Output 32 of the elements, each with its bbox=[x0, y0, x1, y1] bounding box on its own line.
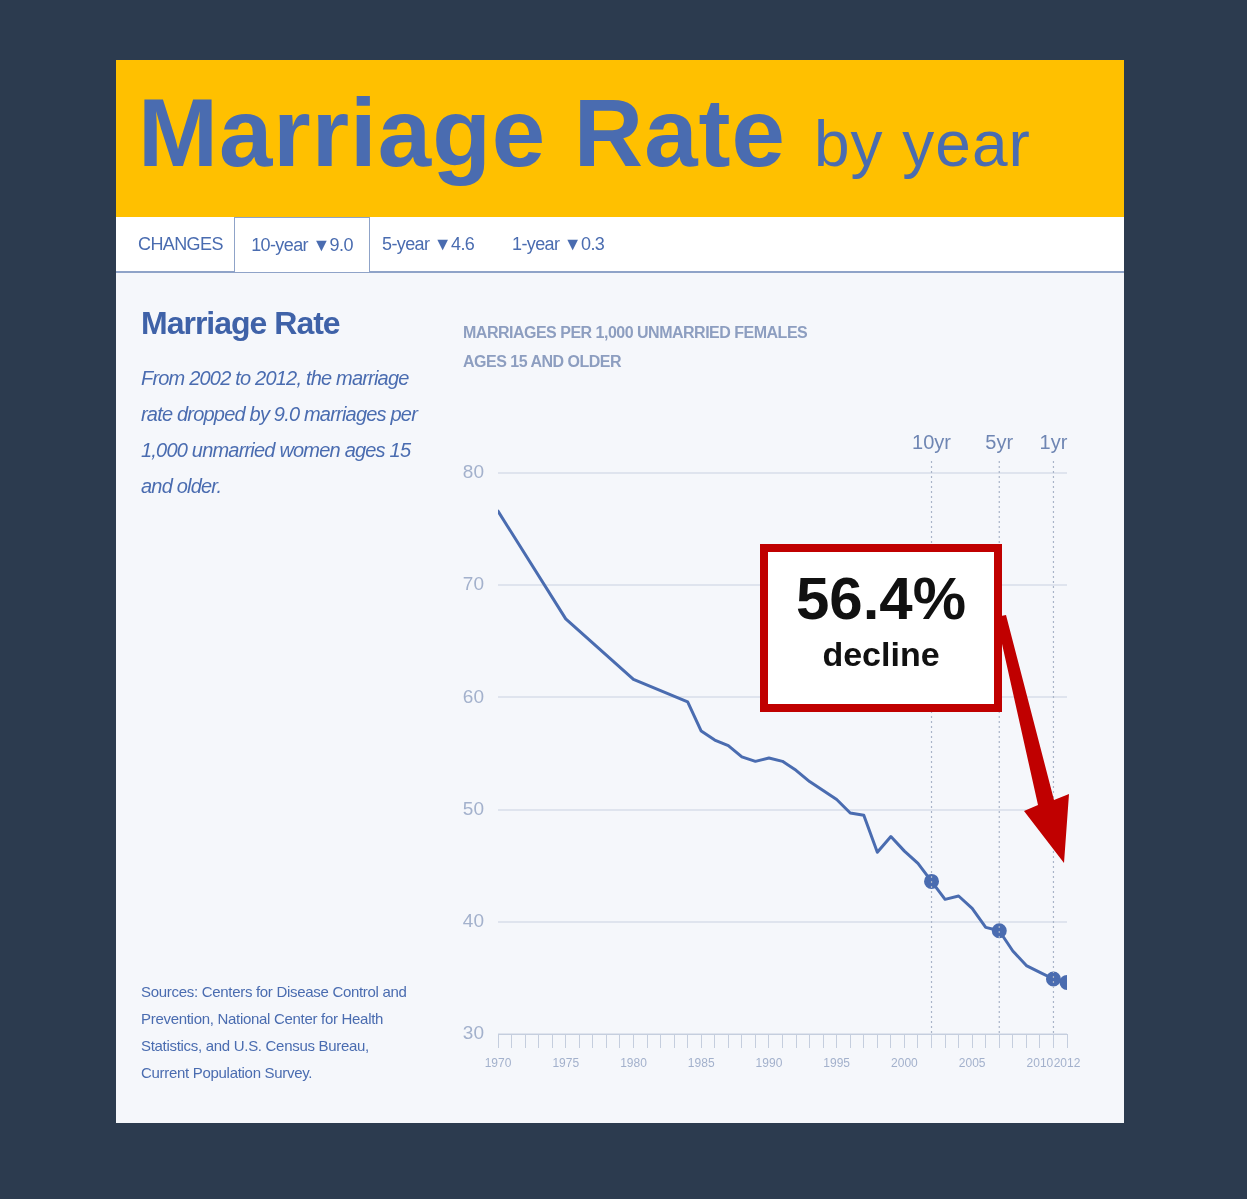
x-tick-label: 1980 bbox=[620, 1055, 648, 1070]
x-tick-label: 2012 bbox=[1053, 1055, 1081, 1070]
callout-box: 56.4% decline bbox=[760, 544, 1002, 712]
ref-line-label: 5yr bbox=[985, 430, 1014, 453]
y-tick-label: 70 bbox=[462, 573, 484, 595]
ref-line-label: 10yr bbox=[912, 430, 952, 453]
y-tick-label: 80 bbox=[462, 461, 484, 483]
x-tick-label: 2000 bbox=[891, 1055, 919, 1070]
x-tick-label: 1995 bbox=[823, 1055, 851, 1070]
text: 10-year ▼9.0 bbox=[234, 217, 370, 272]
y-tick-label: 60 bbox=[462, 685, 484, 707]
text: 5-year ▼4.6 bbox=[382, 233, 475, 256]
text: MARRIAGES PER 1,000 UNMARRIED FEMALES AGES 15 AND OLDER bbox=[463, 323, 809, 372]
chart-subtitle: by year bbox=[813, 108, 1031, 180]
text: 1-year ▼0.3 bbox=[512, 233, 605, 256]
text: From 2002 to 2012, the marriage rate dropped by 9.0 marriages per 1,000 unmarried women ages 15 and older. bbox=[141, 366, 420, 499]
x-tick-label: 2010 bbox=[1026, 1055, 1054, 1070]
x-tick-label: 1985 bbox=[687, 1055, 715, 1070]
x-tick-label: 1970 bbox=[484, 1055, 512, 1070]
text: CHANGES bbox=[138, 233, 223, 256]
ref-line-label: 1yr bbox=[1039, 430, 1068, 453]
annotation: decline bbox=[821, 634, 941, 675]
x-tick-label: 1975 bbox=[552, 1055, 580, 1070]
chart-title: Marriage Rate bbox=[138, 79, 786, 186]
annotation: 56.4% bbox=[794, 565, 968, 632]
y-tick-label: 40 bbox=[462, 910, 484, 932]
x-tick-label: 1990 bbox=[755, 1055, 783, 1070]
source-note: Sources: Centers for Disease Control and Prevention, National Center for Health Statistics, and U.S. Census Bureau, Current Population Survey. bbox=[141, 982, 408, 1083]
text: Marriage Rate bbox=[141, 305, 340, 342]
x-tick-label: 2005 bbox=[958, 1055, 986, 1070]
y-tick-label: 50 bbox=[462, 797, 484, 819]
y-tick-label: 30 bbox=[462, 1022, 484, 1044]
